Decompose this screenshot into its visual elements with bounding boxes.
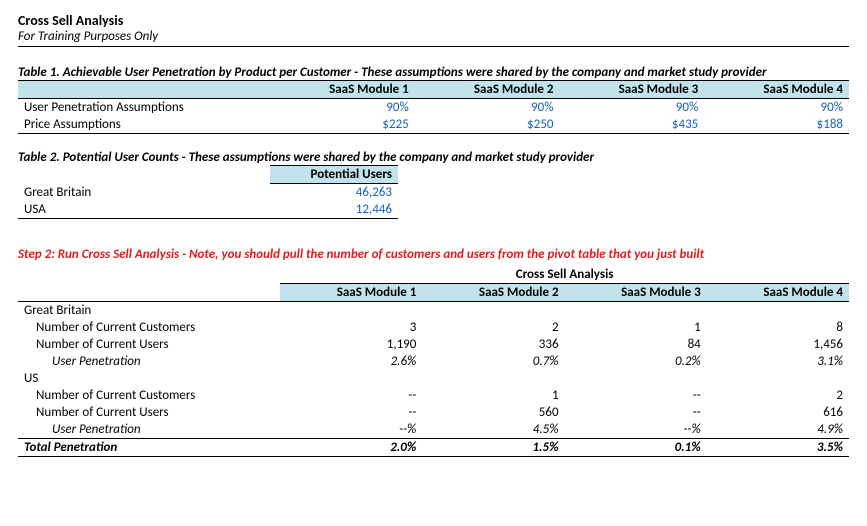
table-row: Price Assumptions $225 $250 $435 $188 (18, 116, 849, 134)
row-label: User Penetration (18, 421, 280, 439)
cell: 1.5% (422, 439, 564, 457)
table-row: Number of Current Users 1,190 336 84 1,4… (18, 336, 849, 353)
table2-header-blank (18, 166, 270, 184)
cell: 1 (422, 387, 564, 404)
row-label: Number of Current Users (18, 336, 280, 353)
table1: SaaS Module 1 SaaS Module 2 SaaS Module … (18, 80, 849, 134)
cell: $250 (415, 116, 560, 134)
table3: Cross Sell Analysis SaaS Module 1 SaaS M… (18, 266, 849, 457)
cell: 1,456 (707, 336, 849, 353)
row-label: Great Britain (18, 184, 270, 202)
table3-col2: SaaS Module 2 (422, 284, 564, 302)
table2-caption: Table 2. Potential User Counts - These a… (18, 150, 849, 165)
region-name: Great Britain (18, 302, 280, 320)
row-label: User Penetration (18, 353, 280, 370)
cell: 84 (565, 336, 707, 353)
table3-col4: SaaS Module 4 (707, 284, 849, 302)
table1-caption: Table 1. Achievable User Penetration by … (18, 65, 849, 80)
table1-col3: SaaS Module 3 (560, 81, 705, 99)
cell: 0.1% (565, 439, 707, 457)
row-label: Number of Current Users (18, 404, 280, 421)
table1-header-blank (18, 81, 270, 99)
row-label: Number of Current Customers (18, 319, 280, 336)
cell: 336 (422, 336, 564, 353)
cell: 616 (707, 404, 849, 421)
cell: -- (280, 387, 422, 404)
cell: 90% (415, 99, 560, 117)
table-row: User Penetration 2.6% 0.7% 0.2% 3.1% (18, 353, 849, 370)
cell: 3.5% (707, 439, 849, 457)
cell: 8 (707, 319, 849, 336)
cell: 0.7% (422, 353, 564, 370)
region-row: US (18, 370, 849, 387)
table1-col1: SaaS Module 1 (270, 81, 415, 99)
table-row: User Penetration --% 4.5% --% 4.9% (18, 421, 849, 439)
cell: 0.2% (565, 353, 707, 370)
cell: 2.6% (280, 353, 422, 370)
cell: 46,263 (270, 184, 398, 202)
table3-header-blank (18, 284, 280, 302)
cell: 2 (707, 387, 849, 404)
table-row: Number of Current Customers 3 2 1 8 (18, 319, 849, 336)
table1-col4: SaaS Module 4 (704, 81, 849, 99)
cell: --% (280, 421, 422, 439)
cell: 560 (422, 404, 564, 421)
row-label: User Penetration Assumptions (18, 99, 270, 117)
cell: 1,190 (280, 336, 422, 353)
cell: $188 (704, 116, 849, 134)
table2-col: Potential Users (270, 166, 398, 184)
table2: Potential Users Great Britain 46,263 USA… (18, 165, 398, 219)
table-row: Number of Current Customers -- 1 -- 2 (18, 387, 849, 404)
cell: 2.0% (280, 439, 422, 457)
cell: 90% (270, 99, 415, 117)
region-name: US (18, 370, 280, 387)
cell: 4.9% (707, 421, 849, 439)
total-label: Total Penetration (18, 439, 280, 457)
cell: 1 (565, 319, 707, 336)
cell: -- (565, 387, 707, 404)
table-row: Number of Current Users -- 560 -- 616 (18, 404, 849, 421)
page-title: Cross Sell Analysis (18, 12, 849, 29)
table-row: User Penetration Assumptions 90% 90% 90%… (18, 99, 849, 117)
cell: -- (565, 404, 707, 421)
cell: 90% (704, 99, 849, 117)
table1-col2: SaaS Module 2 (415, 81, 560, 99)
page-subtitle: For Training Purposes Only (18, 29, 849, 47)
step2-instruction: Step 2: Run Cross Sell Analysis - Note, … (18, 247, 849, 262)
table3-blank (18, 266, 280, 284)
cell: 90% (560, 99, 705, 117)
row-label: USA (18, 201, 270, 219)
cell: 3.1% (707, 353, 849, 370)
row-label: Price Assumptions (18, 116, 270, 134)
cell: 2 (422, 319, 564, 336)
cell: 4.5% (422, 421, 564, 439)
row-label: Number of Current Customers (18, 387, 280, 404)
cell: -- (280, 404, 422, 421)
cell: $435 (560, 116, 705, 134)
table3-supertitle: Cross Sell Analysis (280, 266, 849, 284)
cell: 12,446 (270, 201, 398, 219)
table3-col1: SaaS Module 1 (280, 284, 422, 302)
cell: $225 (270, 116, 415, 134)
total-row: Total Penetration 2.0% 1.5% 0.1% 3.5% (18, 439, 849, 457)
region-row: Great Britain (18, 302, 849, 320)
table-row: USA 12,446 (18, 201, 398, 219)
cell: --% (565, 421, 707, 439)
cell: 3 (280, 319, 422, 336)
table-row: Great Britain 46,263 (18, 184, 398, 202)
table3-col3: SaaS Module 3 (565, 284, 707, 302)
